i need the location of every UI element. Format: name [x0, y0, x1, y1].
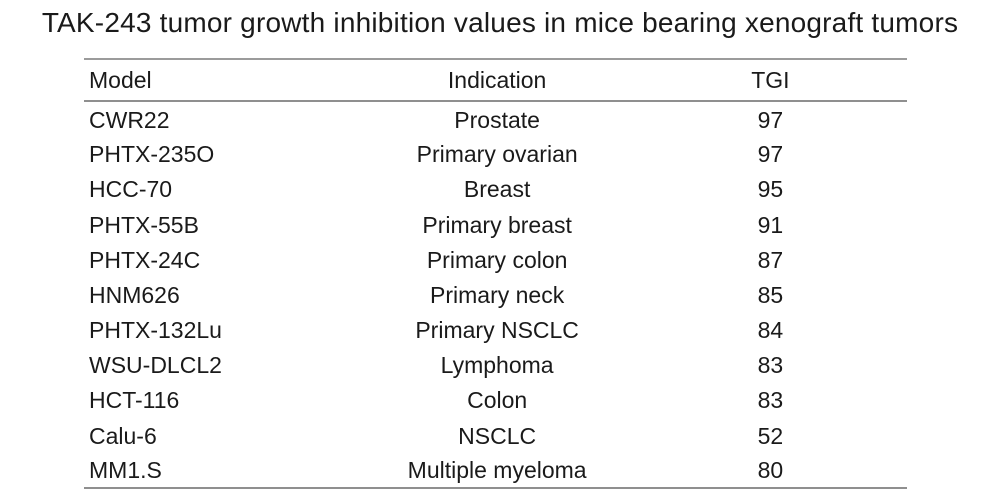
- tgi-cell: 83: [757, 352, 784, 379]
- model-cell: CWR22: [89, 106, 170, 133]
- indication-cell: Breast: [463, 176, 531, 203]
- table-row: HCT-116 Colon 83: [84, 382, 907, 417]
- table-row: PHTX-132Lu Primary NSCLC 84: [84, 312, 907, 347]
- indication-cell: NSCLC: [458, 422, 537, 449]
- indication-cell: Primary colon: [426, 246, 568, 273]
- figure-title: TAK-243 tumor growth inhibition values i…: [41, 7, 959, 38]
- table-row: PHTX-235O Primary ovarian 97: [84, 136, 907, 171]
- tgi-cell: 80: [757, 457, 784, 484]
- tgi-cell: 91: [757, 211, 784, 238]
- tgi-cell: 95: [757, 176, 784, 203]
- model-cell: PHTX-132Lu: [89, 317, 222, 344]
- header-row: Model Indication TGI: [84, 59, 907, 101]
- column-header-model: Model: [89, 66, 152, 93]
- tgi-cell: 87: [757, 246, 784, 273]
- indication-cell: Primary breast: [422, 211, 572, 238]
- column-header-tgi: TGI: [751, 66, 790, 93]
- table-header: Model Indication TGI: [84, 59, 907, 101]
- indication-cell: Primary ovarian: [416, 141, 578, 168]
- table-row: WSU-DLCL2 Lymphoma 83: [84, 347, 907, 382]
- indication-cell: Lymphoma: [440, 352, 554, 379]
- model-cell: PHTX-235O: [89, 141, 215, 168]
- tgi-cell: 84: [757, 317, 784, 344]
- indication-cell: Primary NSCLC: [415, 317, 579, 344]
- model-cell: PHTX-24C: [89, 246, 201, 273]
- table-row: Calu-6 NSCLC 52: [84, 418, 907, 453]
- table-row: MM1.S Multiple myeloma 80: [84, 453, 907, 488]
- tgi-cell: 97: [757, 141, 784, 168]
- indication-cell: Prostate: [454, 106, 540, 133]
- column-header-indication: Indication: [447, 66, 547, 93]
- model-cell: PHTX-55B: [89, 211, 199, 238]
- model-cell: HNM626: [89, 281, 180, 308]
- table-row: HCC-70 Breast 95: [84, 171, 907, 206]
- model-cell: WSU-DLCL2: [89, 352, 222, 379]
- indication-cell: Colon: [467, 387, 528, 414]
- model-cell: HCT-116: [89, 387, 180, 414]
- tgi-cell: 85: [757, 281, 784, 308]
- tgi-table: Model Indication TGI CWR22 Prostate 97 PHTX…: [84, 58, 907, 489]
- indication-cell: Primary neck: [430, 281, 565, 308]
- model-cell: HCC-70: [89, 176, 173, 203]
- model-cell: MM1.S: [89, 457, 162, 484]
- table-row: PHTX-24C Primary colon 87: [84, 242, 907, 277]
- tgi-cell: 97: [757, 106, 784, 133]
- table-row: HNM626 Primary neck 85: [84, 277, 907, 312]
- model-cell: Calu-6: [89, 422, 157, 449]
- tgi-cell: 83: [757, 387, 784, 414]
- table-row: CWR22 Prostate 97: [84, 101, 907, 136]
- tgi-cell: 52: [757, 422, 784, 449]
- table-row: PHTX-55B Primary breast 91: [84, 207, 907, 242]
- indication-cell: Multiple myeloma: [407, 457, 587, 484]
- table-body: CWR22 Prostate 97 PHTX-235O Primary ovarian 9…: [84, 101, 907, 488]
